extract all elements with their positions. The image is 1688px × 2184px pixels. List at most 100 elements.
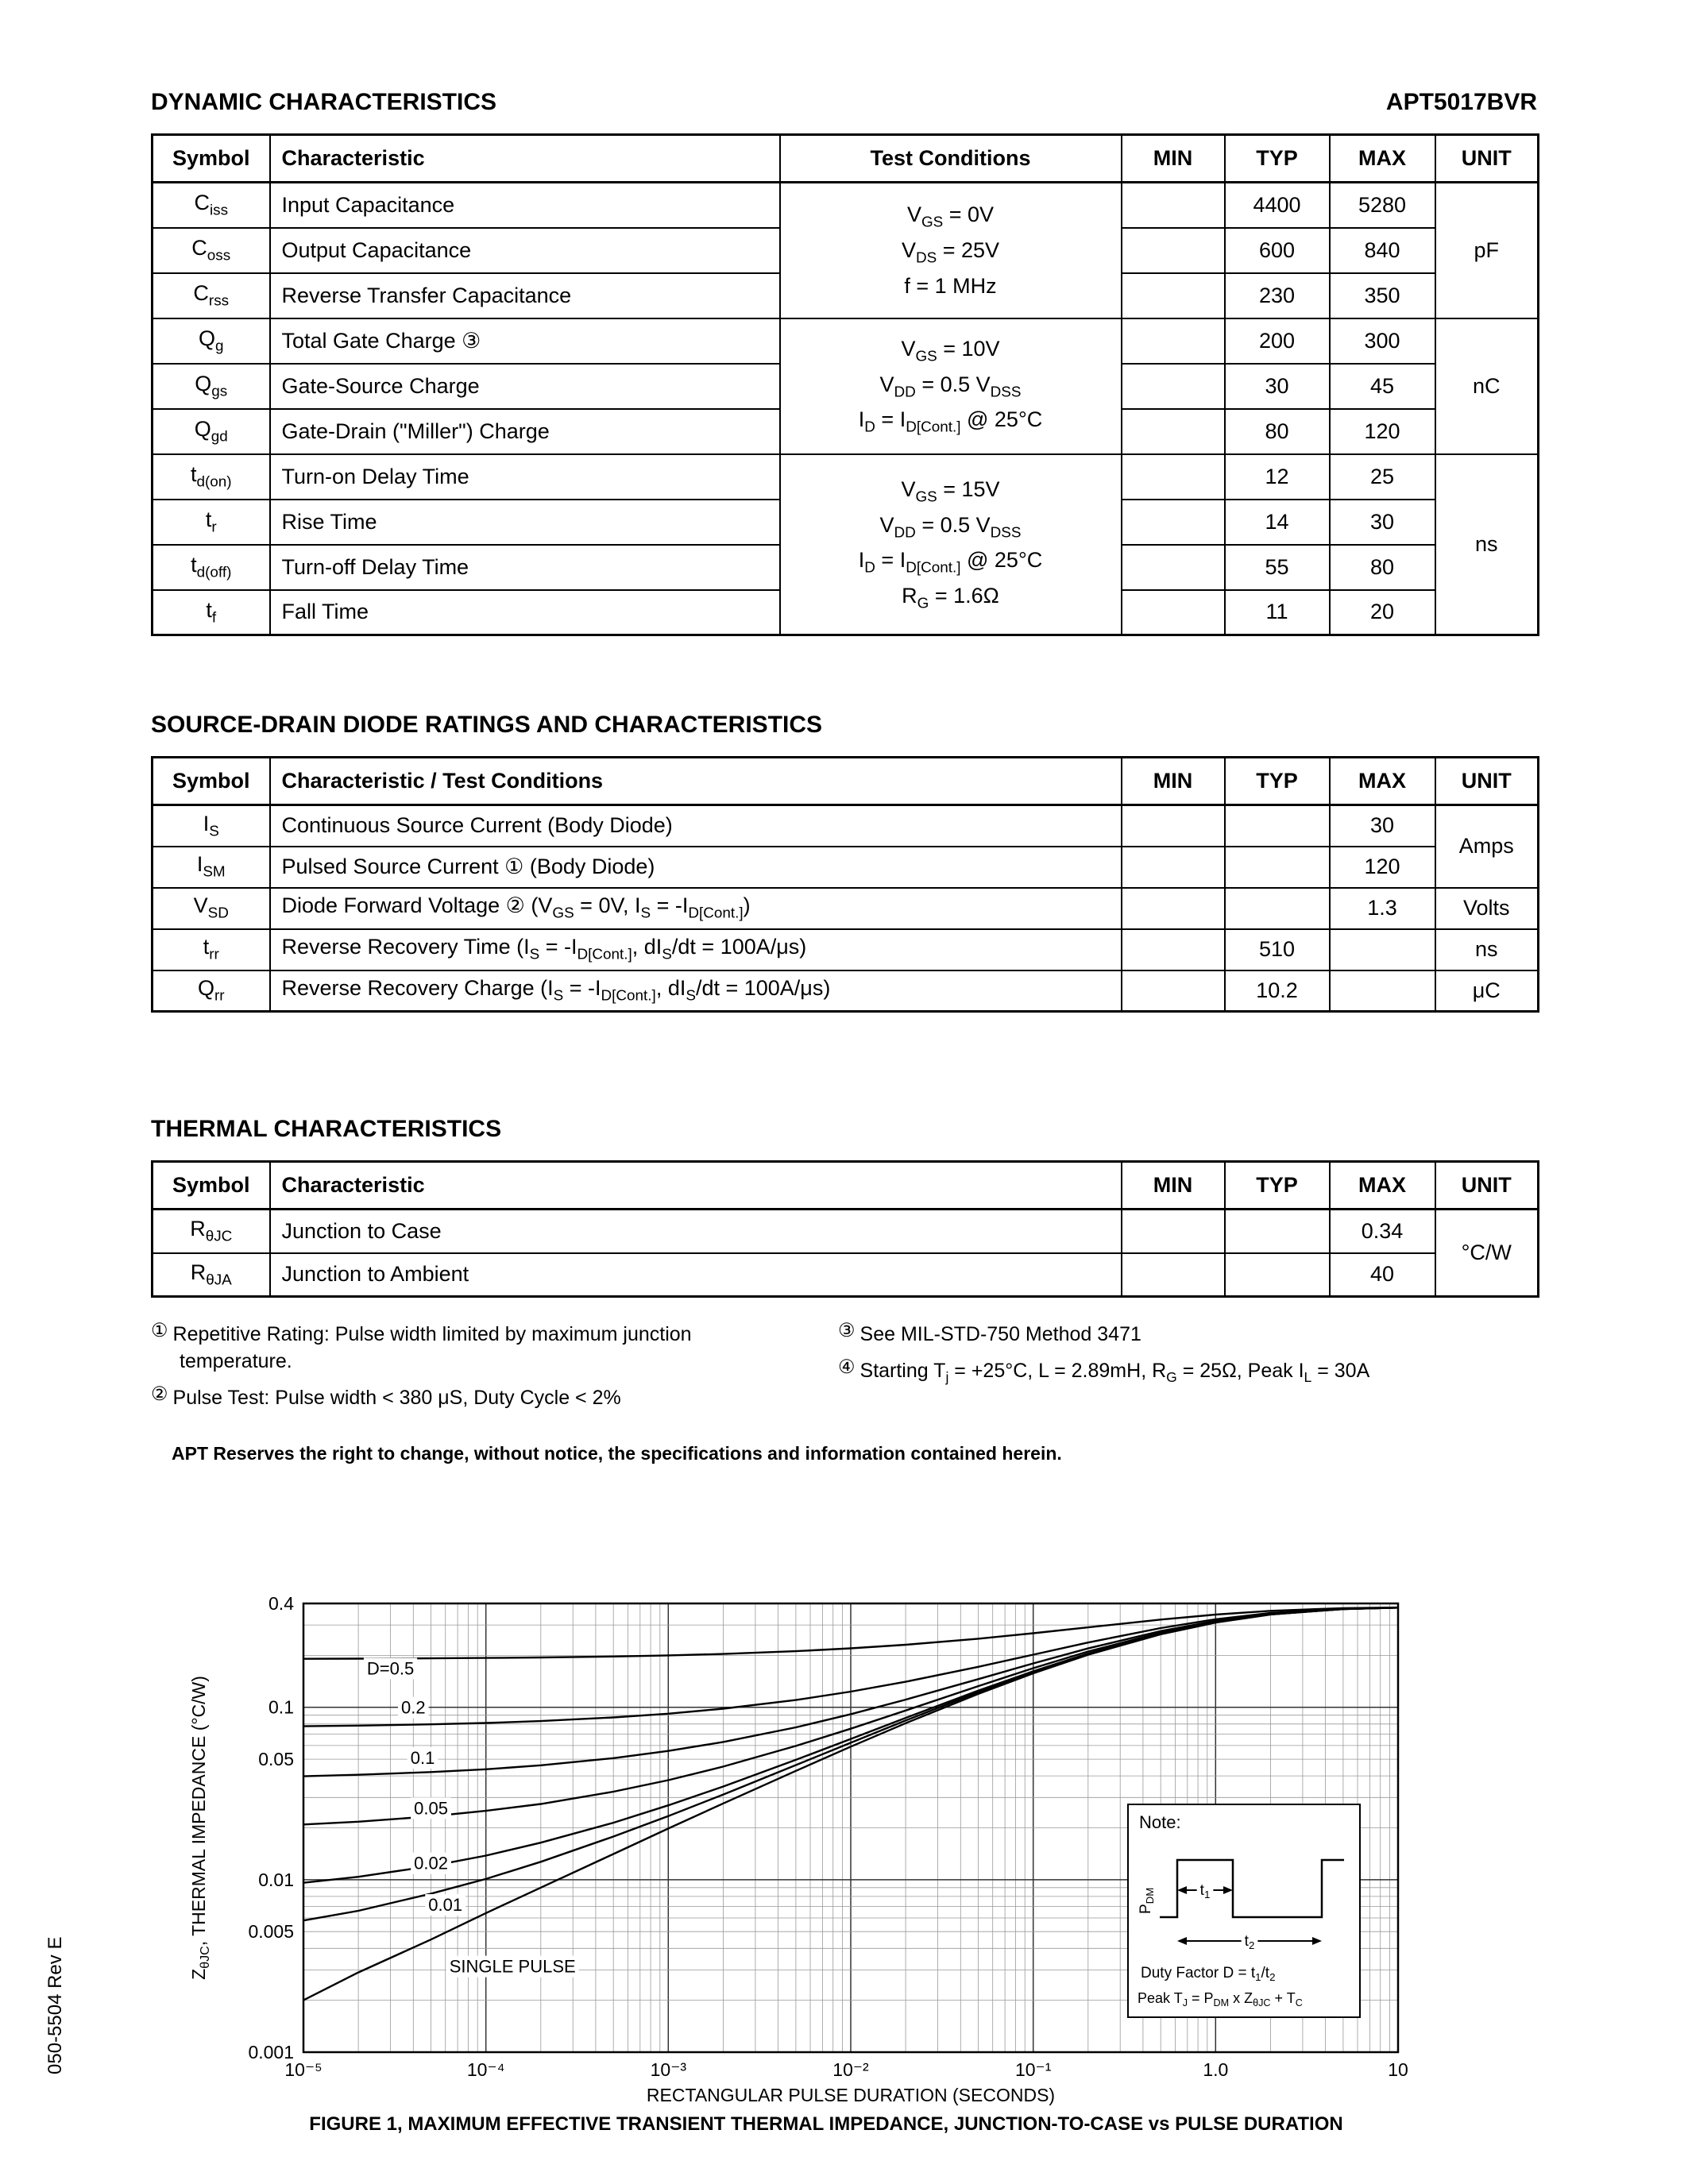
table-row: Coss Output Capacitance 600 840: [151, 226, 1539, 274]
min-cell: [1120, 226, 1226, 274]
characteristic-cell: Input Capacitance: [268, 181, 781, 229]
table-row: VSD Diode Forward Voltage ② (VGS = 0V, I…: [151, 886, 1539, 930]
typ-cell: 510: [1223, 928, 1331, 971]
characteristic-cell: Reverse Recovery Time (IS = -ID[Cont.], …: [268, 928, 1122, 971]
footnote-text: Repetitive Rating: Pulse width limited b…: [172, 1323, 692, 1372]
min-cell: [1120, 969, 1226, 1013]
chart-plot-border: [302, 1603, 1400, 2054]
symbol-cell: Qgd: [151, 407, 271, 455]
y-axis-label: ZθJC, THERMAL IMPEDANCE (°C/W): [188, 1676, 212, 1980]
characteristic-cell: Continuous Source Current (Body Diode): [268, 804, 1122, 847]
typ-cell: [1223, 845, 1331, 889]
t2-label: t2: [1245, 1933, 1255, 1951]
footnote-text: Starting Tj = +25°C, L = 2.89mH, RG = 25…: [859, 1359, 1370, 1385]
symbol-cell: Qg: [151, 317, 271, 365]
min-cell: [1120, 543, 1226, 591]
label-background: [407, 1747, 438, 1769]
x-tick-label: 10: [1388, 2059, 1408, 2080]
footnotes-right-column: ③ See MIL-STD-750 Method 3471 ④ Starting T…: [838, 1320, 1537, 1421]
curve-label: 0.05: [414, 1799, 448, 1819]
unit-cell: °C/W: [1434, 1208, 1539, 1298]
min-cell: [1120, 498, 1226, 546]
section-title-dynamic: DYNAMIC CHARACTERISTICS: [151, 89, 496, 115]
min-cell: [1120, 407, 1226, 455]
x-tick-label: 10⁻²: [832, 2059, 869, 2080]
t1-label: t1: [1200, 1882, 1211, 1900]
label-background: [411, 1852, 451, 1874]
typ-cell: 600: [1223, 226, 1331, 274]
characteristic-cell: Turn-off Delay Time: [268, 543, 781, 591]
min-cell: [1120, 362, 1226, 410]
characteristic-cell: Gate-Source Charge: [268, 362, 781, 410]
curve-label: 0.1: [411, 1748, 435, 1768]
y-tick-label: 0.005: [248, 1921, 294, 1942]
y-tick-label: 0.01: [258, 1870, 294, 1890]
symbol-cell: RθJA: [151, 1252, 271, 1298]
label-background: [1241, 1932, 1258, 1953]
footnote-2: ② Pulse Test: Pulse width < 380 μS, Duty …: [151, 1383, 794, 1412]
note-box: Note: PDM t1 t2 Duty Factor D = t1/t2 Peak TJ…: [1127, 1804, 1361, 2019]
table-row: RθJA Junction to Ambient 40: [151, 1252, 1539, 1298]
column-header: TYP: [1223, 756, 1331, 806]
typ-cell: 200: [1223, 317, 1331, 365]
column-header: UNIT: [1434, 756, 1539, 806]
max-cell: 45: [1328, 362, 1436, 410]
column-header: Characteristic: [268, 133, 781, 183]
peak-tj-line: Peak TJ = PDM x ZθJC + TC: [1138, 1990, 1303, 2008]
chart-tick-labels: 10⁻⁵ 10⁻⁴ 10⁻³ 10⁻² 10⁻¹ 1.0 10 0.4 0.1 0.05 0.01 0…: [248, 1593, 1408, 2080]
symbol-cell: ISM: [151, 845, 271, 889]
unit-cell: ns: [1434, 453, 1539, 636]
symbol-cell: IS: [151, 804, 271, 847]
table-row: Qgs Gate-Source Charge 30 45: [151, 362, 1539, 410]
table-row: RθJC Junction to Case 0.34 °C/W: [151, 1208, 1539, 1298]
column-header: UNIT: [1434, 1160, 1539, 1210]
circled-3-mark: ③: [838, 1320, 856, 1341]
curve-labels: D=0.5 0.2 0.1 0.05 0.02 0.01 SINGLE PULSE: [363, 1657, 579, 1978]
max-cell: 40: [1328, 1252, 1436, 1298]
max-cell: 840: [1328, 226, 1436, 274]
typ-cell: 80: [1223, 407, 1331, 455]
symbol-cell: Ciss: [151, 181, 271, 229]
symbol-cell: td(off): [151, 543, 271, 591]
label-background: [425, 1894, 466, 1916]
max-cell: 30: [1328, 498, 1436, 546]
symbol-cell: tf: [151, 588, 271, 636]
column-header: Characteristic: [268, 1160, 1122, 1210]
section-title-diode: SOURCE-DRAIN DIODE RATINGS AND CHARACTER…: [151, 712, 823, 738]
max-cell: 5280: [1328, 181, 1436, 229]
section-title-thermal: THERMAL CHARACTERISTICS: [151, 1116, 502, 1142]
source-drain-diode-table: Symbol Characteristic / Test Conditions …: [151, 756, 1539, 1013]
symbol-cell: Crss: [151, 272, 271, 319]
typ-cell: 230: [1223, 272, 1331, 319]
column-header: UNIT: [1434, 133, 1539, 183]
min-cell: [1120, 272, 1226, 319]
note-box-border: [1127, 1804, 1361, 2019]
symbol-cell: Qrr: [151, 969, 271, 1013]
disclaimer-text: APT Reserves the right to change, withou…: [172, 1443, 1062, 1464]
min-cell: [1120, 804, 1226, 847]
conditions-cell: VGS = 10V VDD = 0.5 VDSS ID = ID[Cont.] …: [778, 317, 1122, 455]
column-header: Characteristic / Test Conditions: [268, 756, 1122, 806]
typ-cell: [1223, 1252, 1331, 1298]
table-header-row: Symbol Characteristic Test Conditions MI…: [151, 133, 1539, 183]
max-cell: 20: [1328, 588, 1436, 636]
x-axis-label: RECTANGULAR PULSE DURATION (SECONDS): [647, 2085, 1055, 2105]
column-header: MIN: [1120, 1160, 1226, 1210]
max-cell: 120: [1328, 845, 1436, 889]
curve-0.2: [303, 1607, 1399, 1728]
thermal-impedance-chart: 10⁻⁵ 10⁻⁴ 10⁻³ 10⁻² 10⁻¹ 1.0 10 0.4 0.1 0.05 0.01 0…: [188, 1593, 1408, 2105]
typ-cell: 11: [1223, 588, 1331, 636]
max-cell: [1328, 928, 1436, 971]
typ-cell: [1223, 804, 1331, 847]
pdm-label: PDM: [1138, 1888, 1156, 1914]
column-header: MAX: [1328, 756, 1436, 806]
x-tick-label: 1.0: [1203, 2059, 1228, 2080]
y-tick-label: 0.4: [268, 1593, 294, 1614]
table-row: IS Continuous Source Current (Body Diode…: [151, 804, 1539, 889]
unit-cell: Amps: [1434, 804, 1539, 889]
document-number-side-label: 050-5504 Rev E: [44, 1936, 66, 2074]
figure-caption: FIGURE 1, MAXIMUM EFFECTIVE TRANSIENT TH…: [309, 2113, 1343, 2136]
symbol-cell: tr: [151, 498, 271, 546]
max-cell: [1328, 969, 1436, 1013]
min-cell: [1120, 1252, 1226, 1298]
